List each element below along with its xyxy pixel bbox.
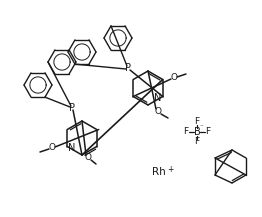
Text: F: F [194, 117, 200, 127]
Text: O: O [155, 107, 161, 117]
Text: F: F [205, 128, 211, 136]
Text: B: B [194, 127, 200, 137]
Text: Rh: Rh [152, 167, 166, 177]
Text: P: P [125, 63, 131, 73]
Text: F: F [194, 138, 200, 146]
Text: O: O [171, 74, 177, 82]
Text: N: N [154, 93, 162, 103]
Text: N: N [68, 143, 76, 153]
Text: P: P [69, 103, 75, 113]
Text: O: O [85, 153, 91, 163]
Text: ⁻: ⁻ [199, 124, 203, 130]
Text: +: + [167, 164, 173, 174]
Text: O: O [48, 143, 56, 153]
Text: F: F [183, 128, 189, 136]
